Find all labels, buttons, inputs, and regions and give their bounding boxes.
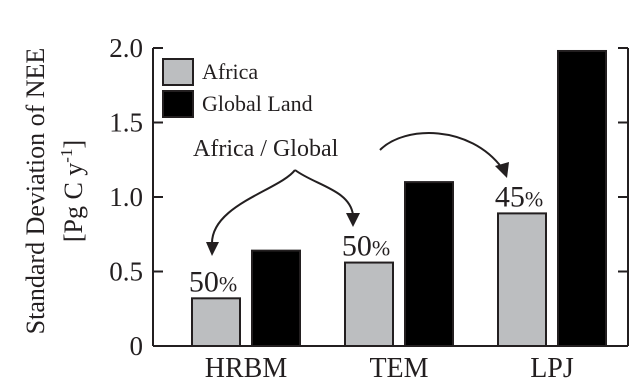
annotation: Africa / Global bbox=[193, 132, 509, 256]
y-tick-label: 0 bbox=[130, 331, 144, 361]
ratio-label: 50% bbox=[189, 265, 237, 298]
legend-swatch bbox=[162, 58, 194, 86]
annotation-text: Africa / Global bbox=[193, 136, 339, 162]
y-tick-label: 1.5 bbox=[109, 108, 143, 138]
bars bbox=[191, 49, 607, 348]
x-tick-label: LPJ bbox=[530, 353, 574, 381]
bar-hrbm-global-land bbox=[251, 249, 301, 347]
annotation-arrow-lpj bbox=[379, 132, 503, 169]
arrowhead-hrbm bbox=[206, 242, 219, 256]
annotation-arrow-hrbm bbox=[210, 169, 296, 246]
y-axis-label: Standard Deviation of NEE [Pg C y-1] bbox=[21, 48, 88, 335]
y-tick-label: 0.5 bbox=[109, 257, 143, 287]
ratio-labels: 50% 50% 45% bbox=[189, 180, 543, 298]
bar-tem-global-land bbox=[404, 181, 454, 347]
category-labels: HRBM TEM LPJ bbox=[205, 353, 574, 381]
y-ticks: 0 0.5 1.0 1.5 2.0 bbox=[109, 33, 628, 361]
x-tick-label: TEM bbox=[369, 353, 428, 381]
y-axis-label-line1: Standard Deviation of NEE bbox=[21, 48, 50, 335]
bar-lpj-global-land bbox=[557, 49, 607, 347]
ratio-label: 50% bbox=[342, 230, 390, 263]
bar-hrbm-africa bbox=[191, 297, 241, 348]
y-tick-label: 2.0 bbox=[109, 33, 143, 63]
legend: Africa Global Land bbox=[162, 58, 313, 118]
legend-label: Africa bbox=[202, 59, 258, 84]
y-axis-label-line2: [Pg C y-1] bbox=[57, 140, 88, 242]
legend-swatch bbox=[162, 90, 194, 118]
legend-label: Global Land bbox=[202, 91, 313, 116]
annotation-arrow-tem bbox=[294, 169, 354, 216]
bar-tem-africa bbox=[344, 261, 394, 347]
x-tick-label: HRBM bbox=[205, 353, 288, 381]
ratio-label: 45% bbox=[495, 180, 543, 213]
y-tick-label: 1.0 bbox=[109, 182, 143, 212]
bar-lpj-africa bbox=[497, 212, 547, 347]
arrowhead-lpj bbox=[495, 162, 509, 178]
arrowhead-tem bbox=[346, 213, 360, 227]
